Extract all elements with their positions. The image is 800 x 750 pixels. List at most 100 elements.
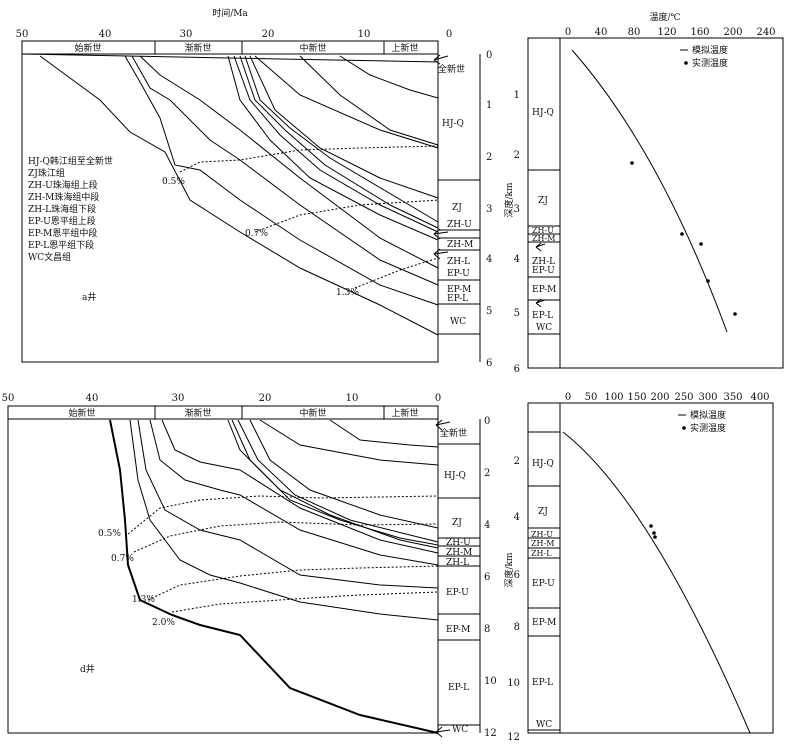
depth-tick: 2 (514, 150, 520, 161)
formation-label: ZH-U (531, 530, 553, 539)
temp-tick: 350 (723, 392, 742, 403)
legend-item: ZJ珠江组 (28, 167, 65, 179)
ro-isolines (127, 495, 439, 613)
formation-label: EP-L (448, 683, 469, 693)
legend-item: EP-M恩平组中段 (28, 227, 97, 239)
formation-label: WC (536, 720, 552, 730)
temp-tick: 160 (690, 27, 709, 38)
depth-tick: 6 (486, 358, 492, 369)
temp-tick: 40 (595, 27, 608, 38)
formation-label: WC (450, 317, 466, 327)
formation-label: EP-L (447, 294, 468, 304)
time-tick: 30 (172, 393, 185, 404)
panel-a-temperature: 温度/℃ 0 40 80 120 160 200 240 HJ-Q ZJ ZH-… (503, 11, 784, 375)
burial-curves (109, 419, 439, 734)
panel-a-burial: 时间/Ma 50 40 30 20 10 0 始新世 渐新世 中新世 上新世 (16, 7, 493, 369)
legend-item: EP-L恩平组下段 (28, 239, 94, 251)
formation-label: WC (452, 725, 468, 735)
depth-tick: 0 (486, 50, 492, 61)
depth-tick: 8 (514, 622, 520, 633)
temp-tick: 0 (565, 392, 571, 403)
temp-axis-title: 温度/℃ (649, 11, 680, 23)
formation-label: EP-U (447, 269, 470, 279)
temp-formation-column (528, 169, 560, 335)
formation-label: ZH-L (446, 558, 469, 568)
ro-label: 2.0% (152, 618, 175, 628)
epoch-oligocene: 渐新世 (184, 42, 211, 54)
time-axis-title: 时间/Ma (212, 7, 248, 19)
formation-label: ZH-M (531, 539, 554, 548)
panel-d-burial: 50 40 30 20 10 0 始新世 渐新世 中新世 上新世 (2, 393, 497, 739)
marker-arrows (435, 419, 451, 738)
ro-label: 1.3% (132, 595, 155, 605)
temp-tick: 120 (657, 27, 676, 38)
legend-item: WC文昌组 (28, 251, 71, 263)
depth-tick: 4 (514, 254, 520, 265)
legend-measured: 实测温度 (690, 422, 726, 434)
time-tick: 50 (16, 29, 29, 40)
legend-measured: 实测温度 (692, 57, 728, 69)
formation-label: ZH-L (532, 257, 555, 267)
epoch-pliocene: 上新世 (391, 42, 418, 54)
depth-tick: 1 (486, 100, 492, 111)
formation-label: ZJ (452, 518, 462, 528)
formation-label: EP-M (446, 625, 470, 635)
formation-label: HJ-Q (444, 471, 466, 481)
formation-label: EP-U (532, 266, 555, 276)
formation-label: ZH-M (532, 234, 555, 243)
epoch-pliocene: 上新世 (391, 407, 418, 419)
formation-legend: HJ-Q韩江组至全新世 ZJ珠江组 ZH-U珠海组上段 ZH-M珠海组中段 ZH… (28, 155, 113, 263)
simulated-temp-curve (562, 431, 751, 734)
depth-tick: 1 (514, 90, 520, 101)
depth-tick: 6 (484, 572, 490, 583)
formation-label: EP-U (446, 588, 469, 598)
depth-tick: 2 (486, 152, 492, 163)
temp-plot-frame (527, 402, 774, 734)
ro-label: 0.5% (162, 177, 185, 187)
depth-tick: 5 (514, 308, 520, 319)
legend-item: ZH-L珠海组下段 (28, 203, 96, 215)
ro-label: 0.5% (98, 529, 121, 539)
depth-tick: 8 (484, 624, 490, 635)
depth-tick: 0 (484, 416, 490, 427)
formation-label: EP-L (532, 678, 553, 688)
legend-simulated: 模拟温度 (690, 409, 726, 421)
epoch-eocene: 始新世 (68, 407, 95, 419)
ro-label: 0.7% (111, 554, 134, 564)
temp-tick: 200 (650, 392, 669, 403)
measured-temp-points (649, 524, 657, 539)
formation-label: WC (536, 323, 552, 333)
formation-label: ZH-U (532, 226, 554, 235)
formation-label: ZJ (538, 196, 548, 206)
temp-tick: 200 (723, 27, 742, 38)
temp-tick: 50 (585, 392, 598, 403)
formation-label: EP-M (447, 285, 471, 295)
legend-item: ZH-M珠海组中段 (28, 191, 99, 203)
legend-simulated: 模拟温度 (692, 44, 728, 56)
time-tick: 10 (346, 393, 359, 404)
temp-plot-frame (527, 37, 784, 369)
time-tick: 0 (446, 29, 452, 40)
formation-label: ZJ (452, 203, 462, 213)
depth-tick: 12 (507, 732, 520, 743)
depth-tick: 6 (514, 364, 520, 375)
formation-column: 全新世 HJ-Q ZJ ZH-U ZH-M ZH-L EP-U EP-M EP-… (437, 54, 480, 362)
time-tick: 10 (358, 29, 371, 40)
legend-item: EP-U恩平组上段 (28, 215, 96, 227)
formation-label: HJ-Q (532, 459, 554, 469)
depth-tick: 3 (514, 204, 520, 215)
well-label: a井 (82, 291, 96, 303)
time-tick: 0 (435, 393, 441, 404)
legend-item: ZH-U珠海组上段 (28, 179, 98, 191)
ro-isolines (179, 145, 439, 289)
ro-label: 1.3% (336, 288, 359, 298)
formation-column: 全新世 HJ-Q ZJ ZH-U ZH-M ZH-L EP-U EP-M EP-… (437, 419, 480, 735)
time-tick: 20 (259, 393, 272, 404)
ro-label: 0.7% (245, 229, 268, 239)
time-tick: 50 (2, 393, 15, 404)
time-tick: 20 (262, 29, 275, 40)
formation-label: ZH-M (447, 240, 473, 250)
temp-tick: 240 (756, 27, 775, 38)
formation-label: ZH-L (447, 257, 470, 267)
epoch-miocene: 中新世 (299, 42, 326, 54)
